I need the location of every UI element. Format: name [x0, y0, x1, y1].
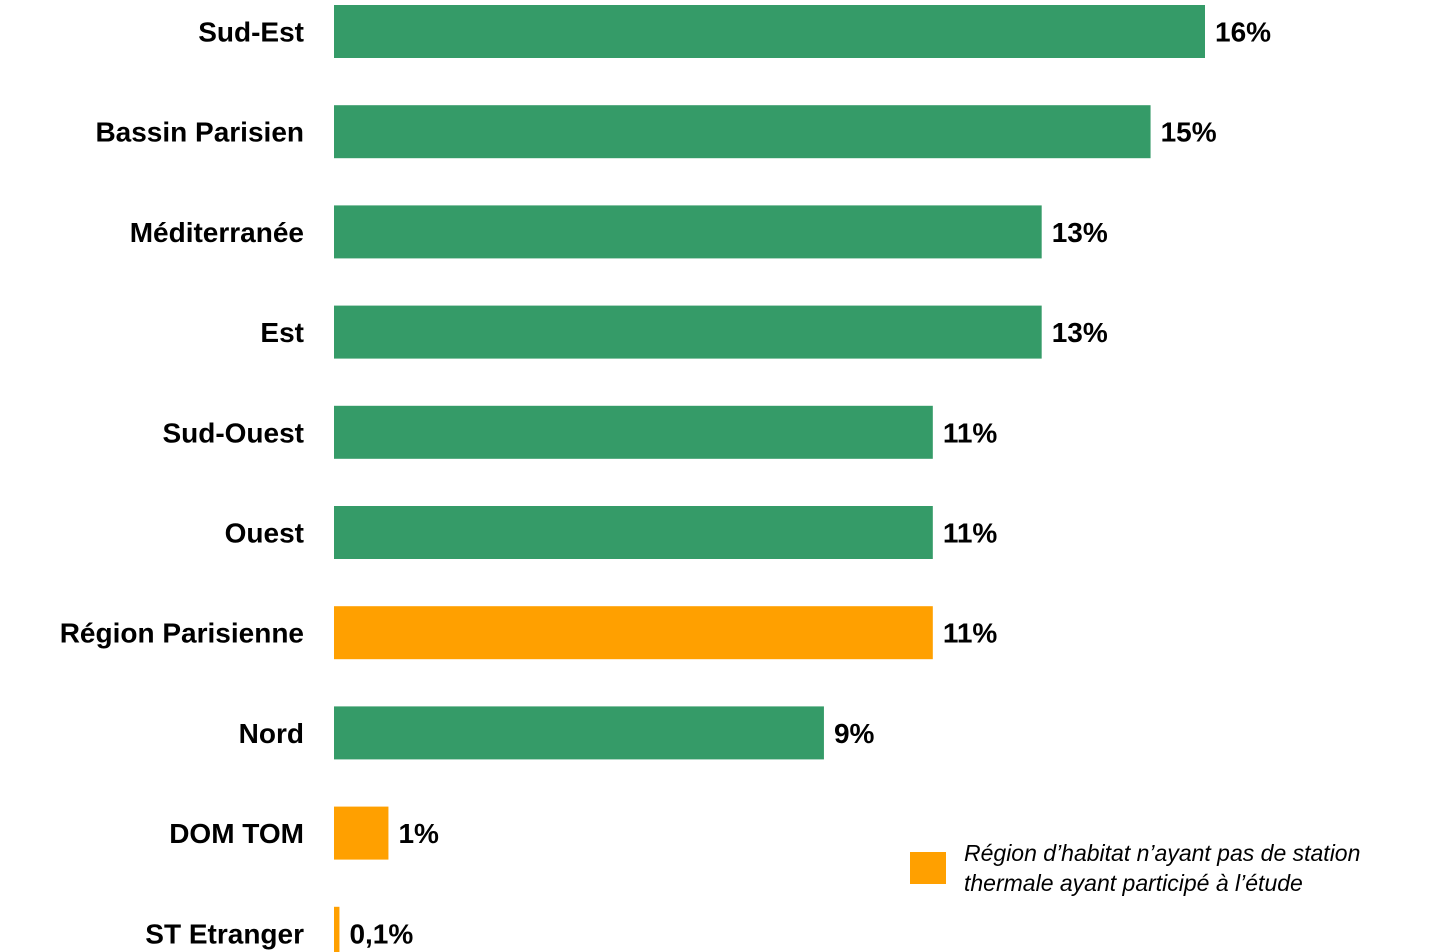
legend: Région d’habitat n’ayant pas de station …: [910, 838, 1430, 898]
bar-4: [334, 405, 933, 459]
bar-0: [334, 5, 1205, 58]
value-label: 1%: [398, 818, 439, 849]
category-label: Méditerranée: [130, 217, 304, 248]
category-label: Nord: [239, 718, 304, 749]
bar-3: [334, 305, 1042, 359]
category-label: Région Parisienne: [60, 618, 304, 649]
value-label: 13%: [1052, 217, 1108, 248]
bar-6: [334, 606, 933, 660]
value-label: 13%: [1052, 317, 1108, 348]
value-label: 9%: [834, 718, 875, 749]
value-label: 15%: [1161, 117, 1217, 148]
value-label: 0,1%: [349, 918, 413, 949]
category-label: Sud-Est: [198, 17, 304, 48]
bar-5: [334, 506, 933, 559]
legend-swatch: [910, 852, 946, 884]
bar-1: [334, 105, 1151, 159]
legend-text: Région d’habitat n’ayant pas de station …: [964, 840, 1361, 896]
bar-8: [334, 806, 389, 860]
category-label: DOM TOM: [169, 818, 304, 849]
category-label: ST Etranger: [145, 918, 304, 949]
category-label: Ouest: [225, 518, 304, 549]
value-label: 11%: [943, 618, 998, 649]
category-label: Est: [260, 317, 304, 348]
category-label: Bassin Parisien: [95, 117, 304, 148]
bar-7: [334, 706, 824, 760]
category-label: Sud-Ouest: [162, 417, 304, 448]
value-label: 11%: [943, 518, 998, 549]
value-label: 16%: [1215, 17, 1271, 48]
value-label: 11%: [943, 417, 998, 448]
bar-9: [334, 906, 340, 952]
bar-2: [334, 205, 1042, 259]
